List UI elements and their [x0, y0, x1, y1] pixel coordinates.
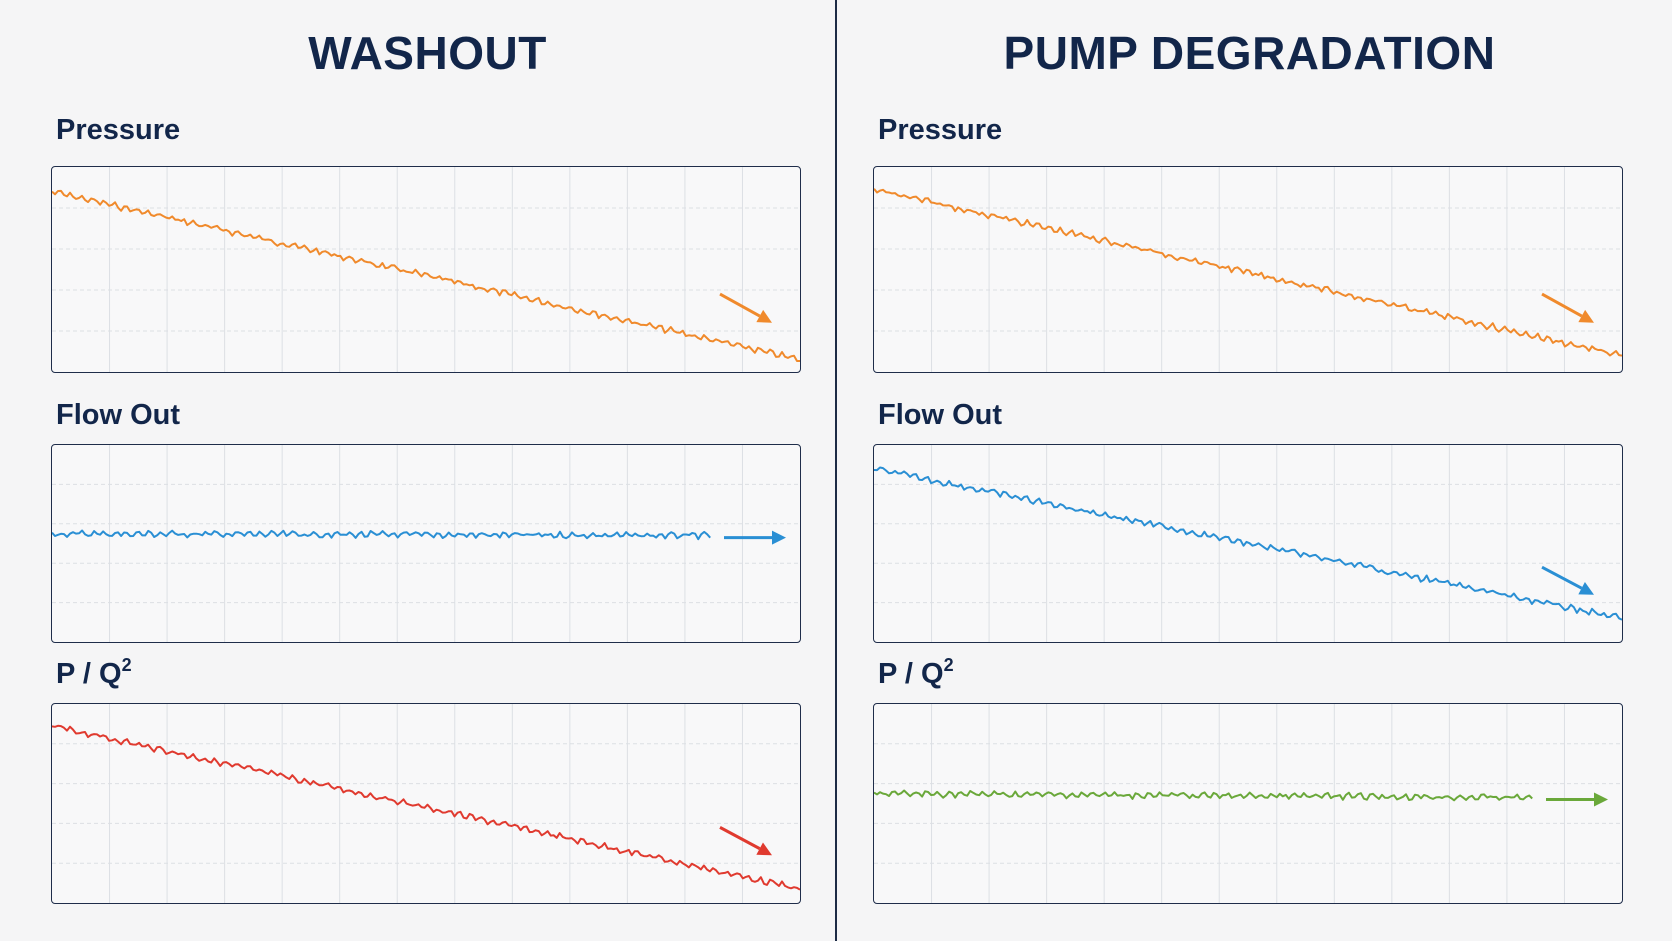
series-line	[52, 724, 800, 891]
trend-arrow-head	[1578, 581, 1594, 595]
grid	[52, 167, 800, 372]
trend-arrow-shaft	[1541, 292, 1583, 318]
chart-label-pq2-sup: 2	[121, 655, 132, 675]
trend-arrow-shaft	[1541, 565, 1583, 590]
washout-flow-chart	[51, 444, 801, 643]
series-line	[874, 188, 1622, 357]
trend-arrow-head	[1578, 309, 1594, 323]
trend-arrow-head	[772, 530, 786, 545]
washout-pq2-plot	[52, 704, 800, 903]
pump-degradation-panel: PUMP DEGRADATION Pressure Flow Out P / Q…	[822, 0, 1658, 941]
series-line	[52, 189, 800, 362]
chart-label-flow-out: Flow Out	[56, 399, 181, 431]
washout-pressure-chart	[51, 166, 801, 373]
panel-title-washout: WASHOUT	[308, 27, 547, 79]
pump-pq2-chart	[873, 703, 1623, 904]
pump-pressure-plot	[874, 167, 1622, 372]
series-line	[874, 789, 1533, 802]
chart-label-pressure: Pressure	[878, 114, 1003, 146]
chart-label-pq2-main: P / Q	[56, 658, 122, 690]
washout-pressure-plot	[52, 167, 800, 372]
chart-label-flow-out: Flow Out	[878, 399, 1003, 431]
trend-arrow-head	[1594, 792, 1608, 807]
washout-panel: WASHOUT Pressure Flow Out P / Q2	[51, 27, 801, 904]
trend-arrow-shaft	[719, 826, 761, 850]
pump-flow-plot	[874, 445, 1622, 642]
panel-divider	[835, 0, 837, 941]
grid	[874, 445, 1622, 642]
trend-arrow-head	[756, 309, 772, 323]
chart-label-pq2-main: P / Q	[878, 658, 944, 690]
series-line	[874, 466, 1622, 621]
chart-label-pq2: P / Q2	[56, 655, 132, 691]
pump-flow-chart	[873, 444, 1623, 643]
chart-label-pressure: Pressure	[56, 114, 181, 146]
trend-arrow-head	[756, 842, 772, 856]
pump-pq2-plot	[874, 704, 1622, 903]
grid	[52, 445, 800, 642]
panel-title-pump-degradation: PUMP DEGRADATION	[1003, 27, 1496, 79]
washout-pq2-chart	[51, 703, 801, 904]
washout-flow-plot	[52, 445, 800, 642]
pump-pressure-chart	[873, 166, 1623, 373]
chart-label-pq2: P / Q2	[878, 655, 954, 691]
grid	[52, 704, 800, 903]
grid	[874, 704, 1622, 903]
series-line	[52, 529, 711, 541]
trend-arrow-shaft	[719, 292, 761, 318]
chart-label-pq2-sup: 2	[943, 655, 954, 675]
